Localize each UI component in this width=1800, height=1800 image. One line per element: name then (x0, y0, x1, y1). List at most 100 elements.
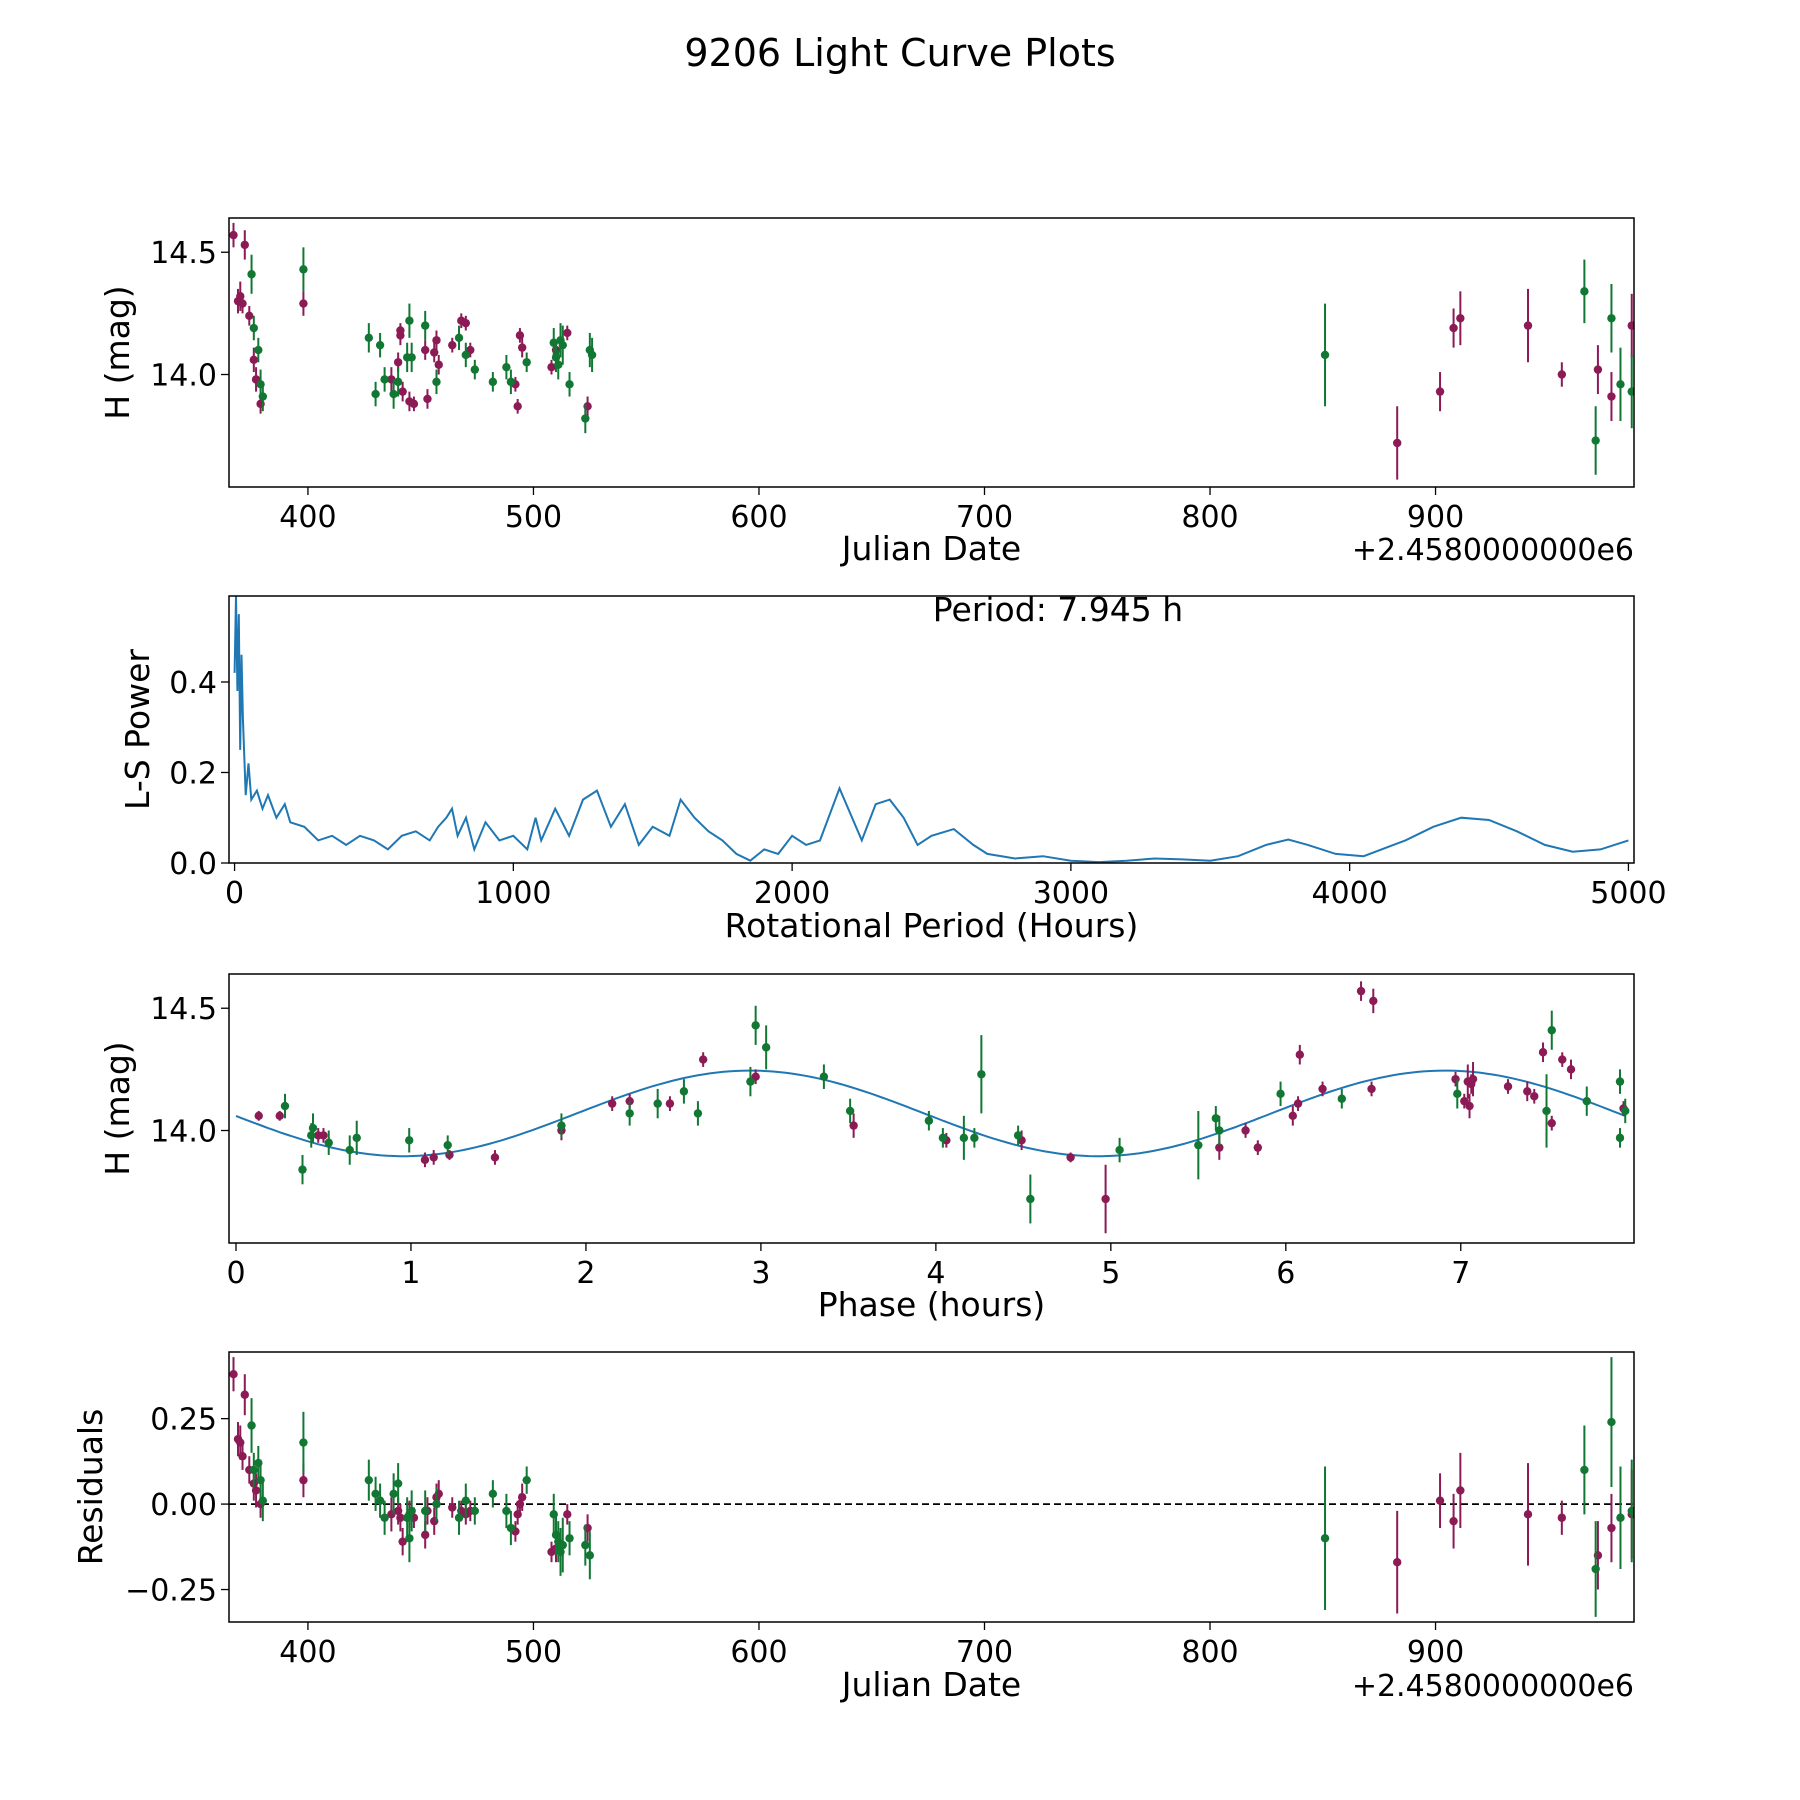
data-point (1215, 1143, 1224, 1152)
data-point (1616, 1513, 1625, 1522)
data-point (563, 328, 572, 338)
data-point (502, 1506, 511, 1516)
data-point (443, 1140, 452, 1150)
phase-fold-panel: 0 1 2 3 4 5 6 7 14.0 14.5 Phase (hours) H (mag) (98, 973, 1635, 1324)
data-point (698, 1055, 708, 1064)
data-point (1621, 1106, 1630, 1116)
data-point (565, 1534, 574, 1543)
residuals-x-tick-label: 400 (279, 1635, 336, 1670)
data-point (1115, 1145, 1124, 1155)
periodogram-plot-area (233, 596, 1629, 863)
data-point (547, 362, 556, 372)
data-point (405, 316, 414, 325)
data-point (1393, 438, 1402, 448)
data-point (1566, 1065, 1576, 1074)
phase-fold-y-tick-label: 14.5 (150, 992, 217, 1027)
data-point (970, 1133, 979, 1143)
data-point (1607, 1523, 1616, 1533)
data-point (488, 377, 498, 387)
data-point (307, 1131, 316, 1140)
data-point (1337, 1094, 1347, 1103)
data-point (249, 1465, 259, 1475)
data-point (389, 1489, 398, 1499)
data-point (258, 392, 268, 401)
data-point (1591, 436, 1600, 445)
phase-fit-curve (235, 1069, 1627, 1158)
residuals-y-tick-label: 0.25 (150, 1403, 217, 1438)
data-point (1211, 1114, 1221, 1123)
data-point (275, 1111, 284, 1121)
data-point (407, 1506, 416, 1516)
phase-fold-x-tick-label: 0 (226, 1256, 245, 1291)
data-point (280, 1101, 290, 1111)
data-point (585, 1551, 595, 1560)
data-point (396, 1513, 405, 1522)
phase-fold-x-label: Phase (hours) (818, 1285, 1046, 1324)
data-point (1435, 1496, 1445, 1505)
residuals-offset-text: +2.4580000000e6 (1352, 1669, 1634, 1704)
data-point (324, 1138, 333, 1147)
data-point (1215, 1126, 1224, 1135)
light-curve-panel: 400 500 600 700 800 900 14.0 14.5 Julian Date H… (98, 217, 1635, 568)
data-point (1288, 1111, 1298, 1121)
light-curve-filter-magenta-series (229, 222, 1634, 480)
data-point (502, 362, 511, 372)
light-curve-x-tick-label: 400 (279, 500, 336, 535)
data-point (421, 345, 430, 355)
data-point (371, 1489, 380, 1499)
phase-fold-x-tick-label: 5 (1101, 1256, 1120, 1291)
data-point (1591, 1564, 1600, 1574)
data-point (746, 1077, 755, 1086)
data-point (819, 1072, 829, 1081)
data-point (1627, 1506, 1634, 1516)
light-curve-x-tick-label: 700 (956, 500, 1013, 535)
data-point (461, 318, 470, 328)
data-point (1320, 1534, 1330, 1543)
data-point (308, 1123, 318, 1133)
data-point (1593, 365, 1603, 374)
data-point (1627, 321, 1634, 330)
data-point (247, 270, 256, 279)
phase-fold-filter-green-series (280, 1005, 1630, 1224)
light-curve-x-tick-label: 500 (505, 500, 562, 535)
data-point (1523, 1087, 1532, 1096)
data-point (398, 387, 407, 396)
data-point (625, 1109, 634, 1118)
residuals-y-tick-label: −0.25 (125, 1574, 217, 1609)
data-point (470, 365, 480, 374)
data-point (1295, 1050, 1305, 1059)
light-curve-plot-area (229, 222, 1634, 480)
data-point (1435, 387, 1445, 396)
data-point (1580, 1465, 1589, 1475)
data-point (345, 1145, 354, 1155)
data-point (454, 1513, 464, 1522)
data-point (229, 230, 238, 240)
data-point (396, 326, 405, 335)
periodogram-x-tick-label: 4000 (1311, 876, 1387, 911)
data-point (522, 1475, 531, 1485)
phase-fold-plot-area (235, 981, 1630, 1234)
data-point (563, 1510, 572, 1519)
data-point (1013, 1131, 1023, 1140)
data-point (423, 394, 432, 404)
data-point (470, 1506, 480, 1516)
data-point (1456, 1486, 1465, 1495)
data-point (488, 1489, 498, 1499)
residuals-filter-green-series (247, 1357, 1634, 1617)
periodogram-panel: 0 1000 2000 3000 4000 5000 0.0 0.2 0.4 Period: 7… (118, 590, 1667, 945)
data-point (1367, 1084, 1376, 1094)
periodogram-ticks: 0 1000 2000 3000 4000 5000 0.0 0.2 0.4 (169, 666, 1666, 911)
data-point (581, 1540, 590, 1550)
data-point (558, 340, 567, 350)
data-point (565, 380, 574, 389)
residuals-y-label: Residuals (71, 1409, 110, 1566)
data-point (240, 1390, 249, 1399)
phase-fold-x-tick-label: 3 (751, 1256, 770, 1291)
data-point (420, 1155, 430, 1165)
data-point (371, 389, 380, 399)
data-point (751, 1021, 760, 1030)
data-point (1449, 1516, 1458, 1526)
residuals-y-tick-label: 0.00 (150, 1488, 217, 1523)
data-point (389, 389, 398, 399)
data-point (1557, 1513, 1567, 1522)
